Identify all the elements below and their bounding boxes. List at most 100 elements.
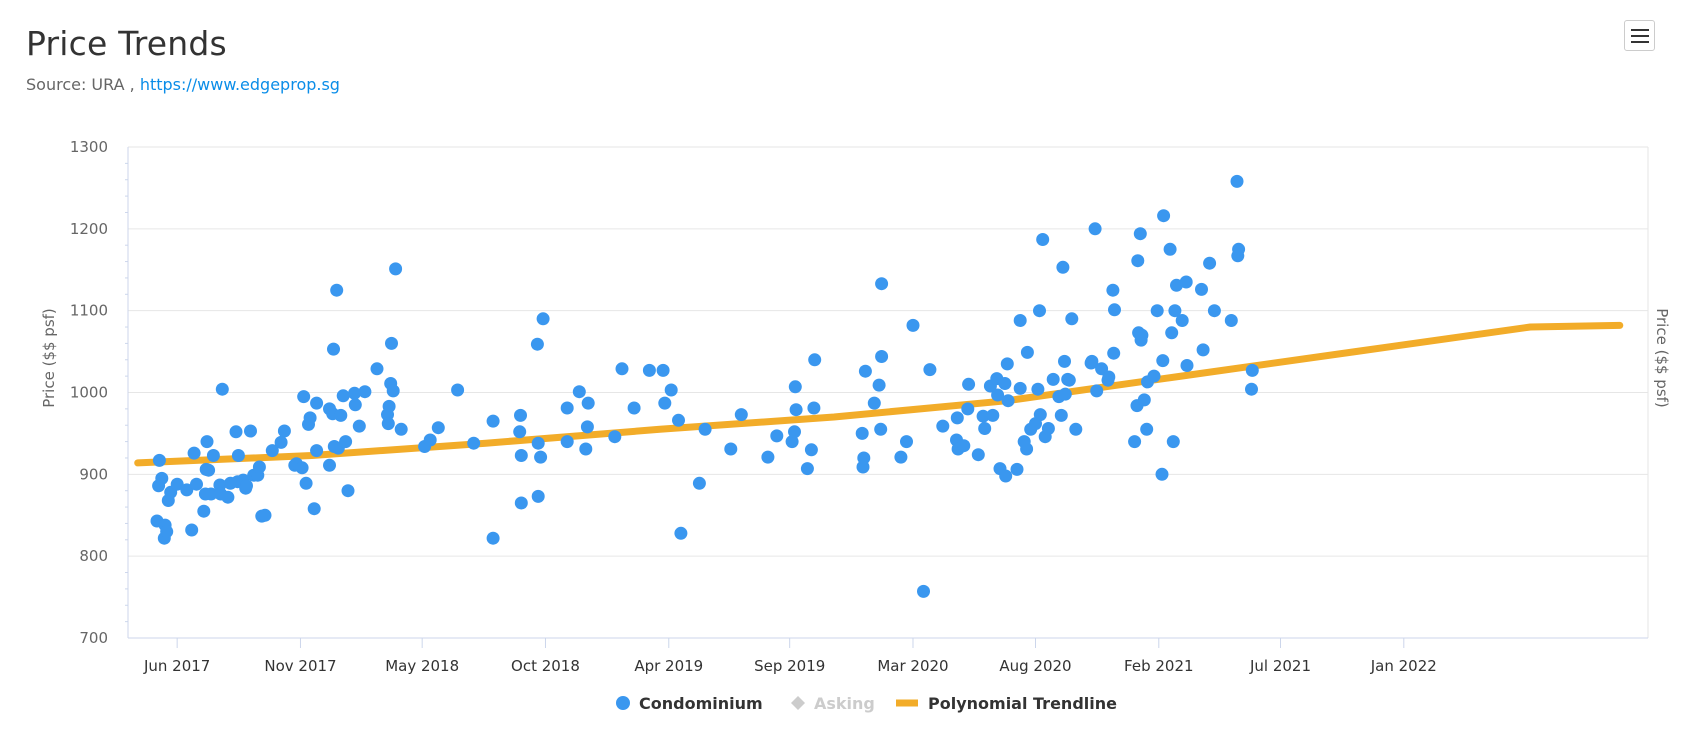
condominium-point[interactable]	[560, 435, 574, 449]
condominium-point[interactable]	[1175, 314, 1189, 327]
condominium-point[interactable]	[160, 525, 174, 539]
condominium-point[interactable]	[348, 398, 362, 412]
condominium-point[interactable]	[1013, 314, 1027, 327]
condominium-point[interactable]	[917, 584, 930, 598]
condominium-point[interactable]	[627, 401, 641, 415]
condominium-point[interactable]	[265, 444, 279, 458]
condominium-point[interactable]	[874, 422, 888, 436]
condominium-point[interactable]	[785, 435, 799, 449]
condominium-point[interactable]	[1036, 233, 1050, 246]
condominium-point[interactable]	[800, 462, 814, 476]
condominium-point[interactable]	[486, 414, 500, 428]
condominium-point[interactable]	[221, 490, 235, 504]
condominium-point[interactable]	[971, 448, 985, 462]
condominium-point[interactable]	[530, 337, 544, 351]
condominium-point[interactable]	[303, 411, 317, 425]
condominium-point[interactable]	[252, 460, 266, 474]
condominium-point[interactable]	[170, 477, 184, 491]
condominium-point[interactable]	[244, 424, 257, 438]
condominium-point[interactable]	[274, 435, 288, 449]
condominium-point[interactable]	[658, 396, 672, 410]
condominium-point[interactable]	[1108, 303, 1121, 317]
condominium-point[interactable]	[615, 362, 629, 376]
polynomial-trendline[interactable]	[134, 321, 1624, 467]
condominium-point[interactable]	[1013, 381, 1027, 395]
condominium-point[interactable]	[1140, 422, 1154, 436]
condominium-point[interactable]	[327, 342, 340, 356]
condominium-point[interactable]	[513, 425, 527, 439]
condominium-point[interactable]	[451, 383, 465, 397]
condominium-point[interactable]	[1245, 363, 1259, 377]
condominium-point[interactable]	[1056, 260, 1070, 274]
condominium-point[interactable]	[698, 422, 712, 436]
condominium-point[interactable]	[957, 439, 971, 453]
condominium-point[interactable]	[423, 433, 437, 447]
condominium-point[interactable]	[1058, 387, 1072, 401]
condominium-point[interactable]	[770, 429, 784, 443]
condominium-point[interactable]	[310, 444, 324, 458]
condominium-point[interactable]	[572, 385, 586, 399]
condominium-point[interactable]	[202, 463, 216, 477]
condominium-point[interactable]	[310, 396, 324, 410]
condominium-point[interactable]	[900, 435, 913, 449]
condominium-point[interactable]	[200, 435, 214, 449]
condominium-point[interactable]	[1020, 345, 1034, 359]
condominium-point[interactable]	[1224, 314, 1238, 327]
condominium-point[interactable]	[531, 489, 545, 503]
condominium-point[interactable]	[386, 384, 400, 398]
condominium-point[interactable]	[1000, 357, 1014, 371]
condominium-point[interactable]	[962, 377, 976, 391]
condominium-point[interactable]	[1133, 227, 1147, 241]
condominium-point[interactable]	[1020, 442, 1034, 456]
condominium-point[interactable]	[1090, 384, 1104, 398]
condominium-point[interactable]	[1131, 254, 1145, 268]
condominium-point[interactable]	[240, 479, 253, 493]
condominium-point[interactable]	[534, 450, 548, 464]
condominium-point[interactable]	[855, 426, 869, 440]
condominium-point[interactable]	[580, 420, 594, 434]
condominium-point[interactable]	[1046, 372, 1060, 386]
condominium-point[interactable]	[1054, 408, 1068, 422]
condominium-point[interactable]	[961, 402, 975, 416]
condominium-point[interactable]	[1147, 369, 1161, 383]
condominium-point[interactable]	[155, 471, 169, 485]
condominium-point[interactable]	[277, 424, 291, 438]
condominium-point[interactable]	[467, 436, 481, 450]
condominium-point[interactable]	[991, 388, 1005, 402]
condominium-point[interactable]	[258, 508, 272, 522]
condominium-point[interactable]	[514, 496, 528, 510]
condominium-point[interactable]	[1245, 382, 1258, 396]
condominium-point[interactable]	[1033, 304, 1046, 318]
condominium-point[interactable]	[1033, 408, 1047, 422]
condominium-point[interactable]	[807, 401, 821, 415]
condominium-point[interactable]	[998, 377, 1012, 390]
condominium-point[interactable]	[857, 451, 871, 465]
condominium-point[interactable]	[789, 403, 803, 417]
condominium-point[interactable]	[875, 277, 889, 291]
condominium-point[interactable]	[382, 399, 396, 413]
condominium-point[interactable]	[385, 336, 398, 350]
condominium-point[interactable]	[875, 350, 889, 363]
source-link[interactable]: https://www.edgeprop.sg	[139, 75, 340, 94]
condominium-point[interactable]	[978, 422, 992, 435]
condominium-point[interactable]	[976, 409, 990, 423]
condominium-point[interactable]	[1155, 467, 1169, 481]
condominium-point[interactable]	[297, 390, 311, 404]
condominium-point[interactable]	[1203, 256, 1217, 270]
condominium-point[interactable]	[1180, 359, 1194, 372]
condominium-point[interactable]	[692, 476, 706, 490]
condominium-point[interactable]	[1001, 394, 1015, 408]
condominium-point[interactable]	[336, 389, 350, 403]
condominium-point[interactable]	[1031, 382, 1045, 396]
condominium-point[interactable]	[206, 449, 220, 462]
legend-item-polynomial-trendline[interactable]: Polynomial Trendline	[896, 694, 1117, 713]
condominium-point[interactable]	[1166, 435, 1180, 449]
legend-item-asking[interactable]: Asking	[791, 694, 875, 713]
condominium-point[interactable]	[431, 421, 445, 435]
condominium-point[interactable]	[352, 419, 366, 433]
condominium-point[interactable]	[1088, 222, 1102, 236]
condominium-point[interactable]	[923, 363, 937, 377]
condominium-point[interactable]	[370, 362, 384, 376]
condominium-point[interactable]	[1062, 373, 1076, 387]
condominium-point[interactable]	[341, 484, 355, 498]
